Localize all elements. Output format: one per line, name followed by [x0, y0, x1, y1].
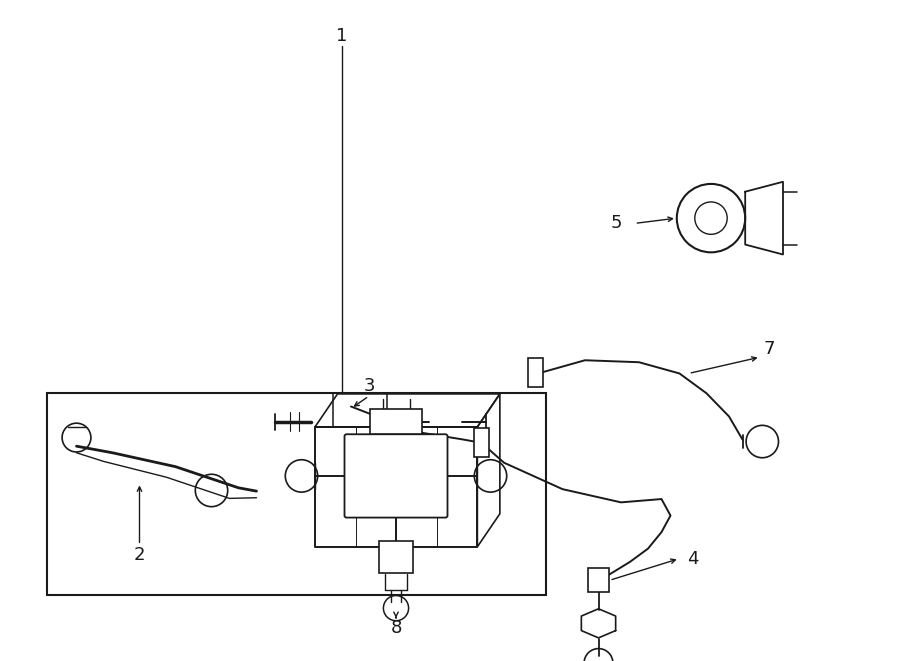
FancyBboxPatch shape — [370, 408, 422, 434]
Text: 6: 6 — [386, 411, 397, 430]
Text: 8: 8 — [391, 619, 401, 637]
FancyBboxPatch shape — [345, 434, 447, 518]
Bar — [528, 358, 543, 387]
Text: 3: 3 — [364, 377, 374, 395]
Bar — [47, 393, 546, 595]
FancyBboxPatch shape — [379, 541, 413, 573]
Text: 4: 4 — [688, 549, 698, 568]
Text: 2: 2 — [134, 546, 145, 564]
Bar — [474, 428, 489, 457]
Bar — [588, 568, 609, 592]
Text: 7: 7 — [764, 340, 775, 358]
Text: 5: 5 — [611, 214, 622, 233]
Text: 1: 1 — [337, 26, 347, 45]
